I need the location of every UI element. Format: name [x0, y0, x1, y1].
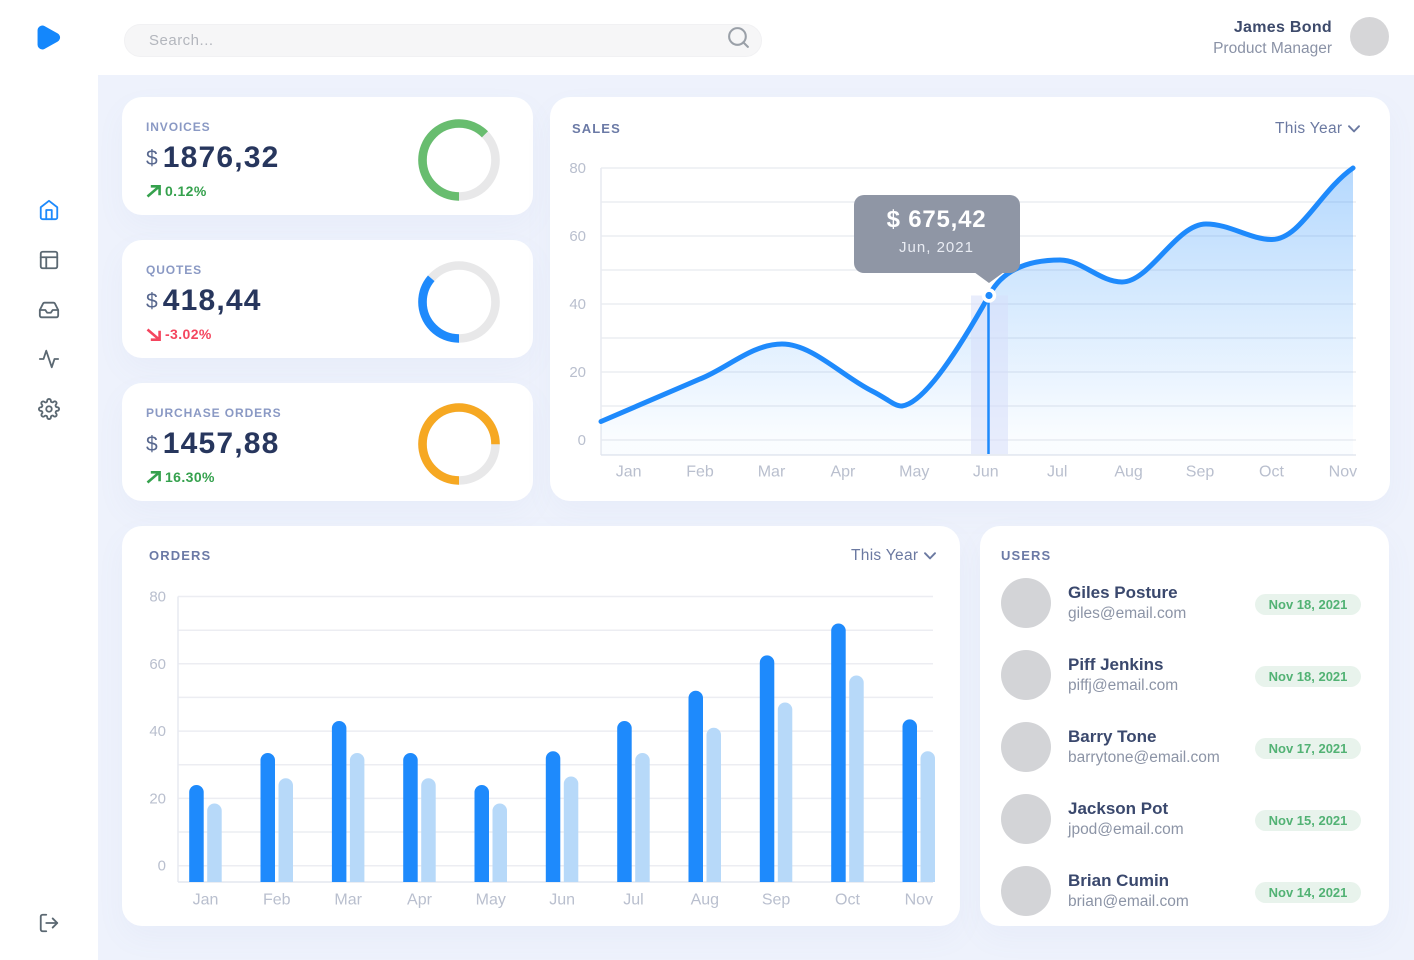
svg-text:Oct: Oct: [1259, 464, 1284, 481]
svg-text:60: 60: [569, 228, 586, 245]
svg-text:Sep: Sep: [762, 892, 791, 909]
svg-text:40: 40: [149, 723, 166, 740]
svg-text:Aug: Aug: [691, 892, 719, 909]
svg-text:Jul: Jul: [623, 892, 643, 909]
svg-text:Jun: Jun: [549, 892, 575, 909]
svg-text:60: 60: [149, 656, 166, 673]
svg-text:Apr: Apr: [407, 892, 433, 909]
svg-text:40: 40: [569, 296, 586, 313]
svg-text:Aug: Aug: [1114, 464, 1142, 481]
svg-text:20: 20: [149, 790, 166, 807]
svg-text:Oct: Oct: [835, 892, 860, 909]
svg-text:Nov: Nov: [905, 892, 933, 909]
svg-text:Jun: Jun: [973, 464, 999, 481]
svg-text:80: 80: [569, 160, 586, 177]
svg-text:May: May: [899, 464, 929, 481]
svg-text:Jan: Jan: [193, 892, 219, 909]
svg-text:Jul: Jul: [1047, 464, 1067, 481]
svg-text:0: 0: [158, 858, 166, 875]
svg-text:Nov: Nov: [1329, 464, 1357, 481]
svg-text:Jan: Jan: [616, 464, 642, 481]
svg-text:Apr: Apr: [830, 464, 856, 481]
svg-text:Feb: Feb: [686, 464, 714, 481]
svg-text:May: May: [476, 892, 506, 909]
svg-text:80: 80: [149, 589, 166, 606]
svg-text:Mar: Mar: [758, 464, 786, 481]
svg-text:Feb: Feb: [263, 892, 291, 909]
svg-text:Sep: Sep: [1186, 464, 1215, 481]
svg-text:0: 0: [578, 432, 586, 449]
svg-text:Mar: Mar: [334, 892, 362, 909]
svg-text:20: 20: [569, 364, 586, 381]
